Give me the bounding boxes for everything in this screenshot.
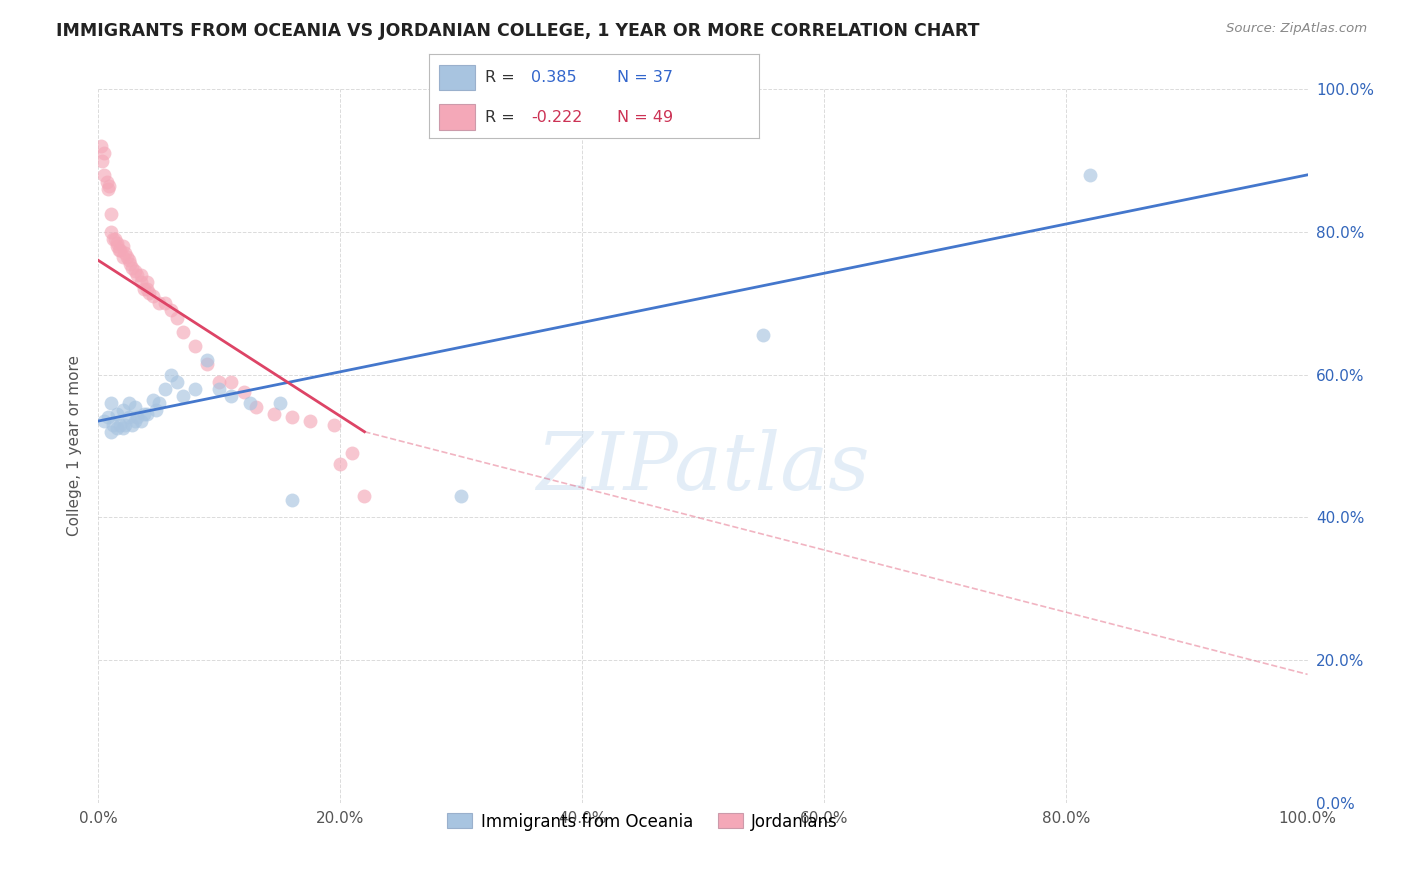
- Text: ZIPatlas: ZIPatlas: [536, 429, 870, 506]
- Point: [160, 303, 183, 318]
- Text: -0.222: -0.222: [531, 110, 582, 125]
- Point: [172, 389, 194, 403]
- Point: [142, 392, 165, 407]
- Point: [100, 396, 122, 410]
- Point: [450, 489, 472, 503]
- Point: [105, 421, 128, 435]
- Point: [142, 289, 165, 303]
- Point: [111, 239, 134, 253]
- Point: [208, 382, 231, 396]
- Point: [105, 407, 128, 421]
- Point: [263, 407, 285, 421]
- Point: [138, 285, 160, 300]
- Point: [148, 296, 170, 310]
- Point: [232, 385, 254, 400]
- Point: [329, 457, 352, 471]
- Point: [134, 282, 156, 296]
- Point: [124, 264, 146, 278]
- Text: 0.385: 0.385: [531, 70, 576, 85]
- Point: [124, 400, 146, 414]
- Text: IMMIGRANTS FROM OCEANIA VS JORDANIAN COLLEGE, 1 YEAR OR MORE CORRELATION CHART: IMMIGRANTS FROM OCEANIA VS JORDANIAN COL…: [56, 22, 980, 40]
- Point: [98, 178, 121, 193]
- Point: [91, 153, 114, 168]
- Point: [118, 396, 141, 410]
- Point: [353, 489, 375, 503]
- Point: [145, 403, 167, 417]
- Point: [148, 396, 170, 410]
- Point: [245, 400, 267, 414]
- Point: [281, 492, 304, 507]
- Bar: [439, 64, 475, 90]
- Point: [281, 410, 304, 425]
- Point: [135, 407, 157, 421]
- Point: [101, 417, 124, 432]
- Point: [184, 382, 207, 396]
- Text: N = 37: N = 37: [617, 70, 673, 85]
- Bar: [439, 104, 475, 130]
- Point: [269, 396, 291, 410]
- Point: [105, 239, 128, 253]
- Point: [114, 246, 136, 260]
- Point: [117, 250, 139, 264]
- Point: [342, 446, 364, 460]
- Point: [299, 414, 322, 428]
- Point: [172, 325, 194, 339]
- Point: [153, 296, 176, 310]
- Point: [127, 268, 149, 282]
- Point: [97, 410, 120, 425]
- Point: [97, 182, 120, 196]
- Point: [111, 421, 134, 435]
- Point: [135, 275, 157, 289]
- Point: [104, 232, 127, 246]
- Point: [323, 417, 346, 432]
- Point: [101, 232, 124, 246]
- Point: [100, 225, 122, 239]
- Point: [135, 282, 157, 296]
- Point: [100, 207, 122, 221]
- Point: [121, 260, 143, 275]
- Point: [166, 310, 188, 325]
- Point: [111, 250, 134, 264]
- Point: [108, 417, 131, 432]
- Point: [96, 175, 118, 189]
- Point: [118, 257, 141, 271]
- Point: [160, 368, 183, 382]
- Point: [134, 407, 156, 421]
- Point: [195, 353, 218, 368]
- Point: [121, 417, 143, 432]
- Point: [93, 414, 115, 428]
- Point: [184, 339, 207, 353]
- Point: [129, 414, 152, 428]
- Point: [129, 268, 152, 282]
- Point: [1078, 168, 1101, 182]
- Y-axis label: College, 1 year or more: College, 1 year or more: [67, 356, 83, 536]
- Point: [221, 389, 243, 403]
- Point: [153, 382, 176, 396]
- Point: [108, 243, 131, 257]
- Point: [208, 375, 231, 389]
- Text: Source: ZipAtlas.com: Source: ZipAtlas.com: [1226, 22, 1367, 36]
- Point: [195, 357, 218, 371]
- Point: [166, 375, 188, 389]
- Point: [105, 235, 128, 250]
- Text: N = 49: N = 49: [617, 110, 673, 125]
- Point: [127, 410, 149, 425]
- Point: [129, 275, 152, 289]
- Point: [239, 396, 262, 410]
- Text: R =: R =: [485, 70, 520, 85]
- Point: [124, 414, 146, 428]
- Point: [118, 253, 141, 268]
- Legend: Immigrants from Oceania, Jordanians: Immigrants from Oceania, Jordanians: [440, 806, 845, 838]
- Point: [93, 168, 115, 182]
- Point: [93, 146, 115, 161]
- Point: [90, 139, 112, 153]
- Point: [111, 403, 134, 417]
- Point: [118, 410, 141, 425]
- Point: [108, 243, 131, 257]
- Point: [100, 425, 122, 439]
- Point: [114, 417, 136, 432]
- Text: R =: R =: [485, 110, 520, 125]
- Point: [221, 375, 243, 389]
- Point: [752, 328, 775, 343]
